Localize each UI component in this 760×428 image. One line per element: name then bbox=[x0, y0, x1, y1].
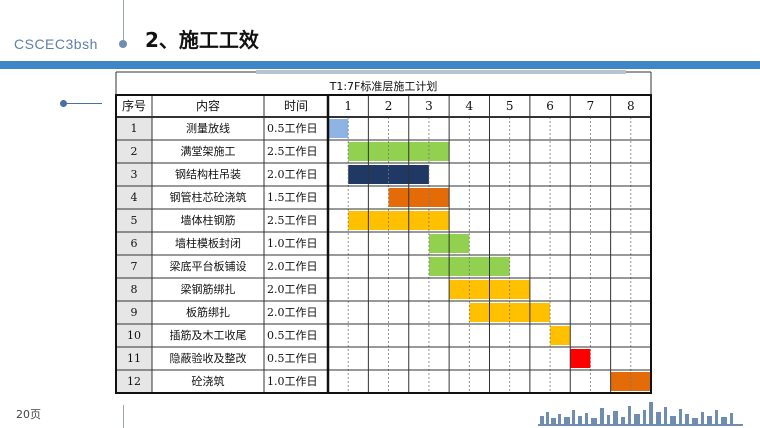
task-number: 12 bbox=[127, 375, 141, 388]
side-bullet-dot bbox=[60, 100, 67, 107]
header-day-3: 3 bbox=[425, 99, 433, 113]
title-bullet-dot bbox=[119, 40, 127, 48]
side-bullet-line bbox=[66, 103, 102, 104]
schedule-image: T1:7F标准层施工计划 序号 内容 时间 1 2 3 4 5 6 7 8 1 测量放线 0.5工作日 2 满… bbox=[112, 70, 655, 402]
task-duration: 0.5工作日 bbox=[267, 122, 318, 135]
header-day-2: 2 bbox=[385, 99, 393, 113]
task-number: 3 bbox=[131, 168, 138, 181]
task-name: 插筋及木工收尾 bbox=[170, 328, 247, 342]
table-border bbox=[115, 94, 652, 394]
header-index: 序号 bbox=[122, 98, 146, 113]
task-duration: 2.0工作日 bbox=[267, 168, 318, 181]
header-day-6: 6 bbox=[546, 99, 554, 113]
task-name: 隐蔽验收及整改 bbox=[170, 351, 247, 365]
gantt-bar-11 bbox=[570, 349, 591, 368]
task-name: 砼浇筑 bbox=[192, 374, 225, 388]
task-duration: 1.0工作日 bbox=[267, 237, 318, 250]
task-name: 板筋绑扎 bbox=[186, 305, 230, 319]
header-day-7: 7 bbox=[587, 99, 595, 113]
task-name: 墙体柱钢筋 bbox=[181, 213, 236, 227]
task-number: 4 bbox=[131, 191, 138, 204]
task-duration: 0.5工作日 bbox=[267, 352, 318, 365]
header-row-bg bbox=[116, 95, 651, 117]
brand-logo-text: CSCEC3bsh bbox=[14, 36, 98, 52]
cropped-heading-strip bbox=[256, 70, 626, 74]
header-day-5: 5 bbox=[506, 99, 514, 113]
header-day-4: 4 bbox=[465, 99, 473, 113]
page-number: 20页 bbox=[16, 408, 41, 421]
gantt-bar-2 bbox=[348, 142, 450, 161]
task-number: 5 bbox=[131, 214, 138, 227]
task-duration: 2.5工作日 bbox=[267, 145, 318, 158]
task-duration: 1.5工作日 bbox=[267, 191, 318, 204]
header-time: 时间 bbox=[284, 99, 308, 113]
task-name: 墙柱模板封闭 bbox=[175, 236, 241, 250]
city-skyline-logo bbox=[538, 402, 743, 426]
task-duration: 2.0工作日 bbox=[267, 306, 318, 319]
header-content: 内容 bbox=[196, 98, 220, 113]
header-band bbox=[0, 61, 760, 69]
schedule-title: T1:7F标准层施工计划 bbox=[329, 80, 438, 93]
task-name: 梁底平台板铺设 bbox=[170, 259, 247, 273]
task-number: 7 bbox=[131, 260, 138, 273]
task-number: 11 bbox=[127, 352, 141, 365]
task-duration: 1.0工作日 bbox=[267, 375, 318, 388]
task-duration: 0.5工作日 bbox=[267, 329, 318, 342]
footer-divider-line bbox=[123, 405, 124, 428]
task-name: 满堂架施工 bbox=[181, 145, 236, 158]
task-name: 钢结构柱吊装 bbox=[175, 167, 241, 181]
task-name: 钢管柱芯砼浇筑 bbox=[170, 190, 247, 204]
slide-title: 2、施工工效 bbox=[145, 28, 259, 52]
task-name: 梁钢筋绑扎 bbox=[181, 282, 236, 296]
task-number: 9 bbox=[131, 306, 138, 319]
task-number: 8 bbox=[131, 283, 138, 296]
title-divider-line bbox=[123, 0, 124, 42]
gantt-bar-4 bbox=[388, 188, 450, 207]
header-day-1: 1 bbox=[344, 99, 352, 113]
gantt-bar-1 bbox=[328, 119, 349, 138]
task-duration: 2.0工作日 bbox=[267, 283, 318, 296]
task-number: 2 bbox=[131, 145, 138, 158]
task-number: 10 bbox=[127, 329, 141, 342]
task-duration: 2.0工作日 bbox=[267, 260, 318, 273]
task-number: 1 bbox=[131, 122, 138, 135]
task-name: 测量放线 bbox=[186, 121, 230, 135]
gantt-bar-10 bbox=[550, 326, 571, 345]
header-day-8: 8 bbox=[627, 99, 635, 113]
task-number: 6 bbox=[131, 237, 138, 250]
task-duration: 2.5工作日 bbox=[267, 214, 318, 227]
gantt-bar-5 bbox=[348, 211, 450, 230]
